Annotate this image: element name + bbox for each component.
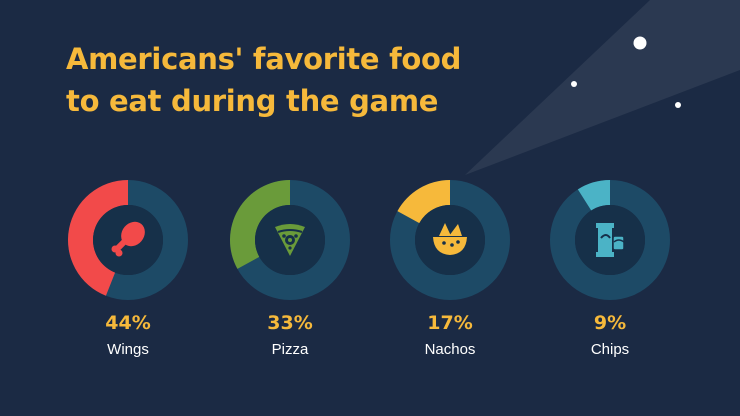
category-label-pizza: Pizza [272, 341, 309, 358]
title-line-2: to eat during the game [66, 84, 439, 118]
nachos-bowl-icon [433, 223, 467, 255]
donut-slice-nachos [397, 180, 450, 224]
donut-nachos: 17% Nachos [390, 180, 510, 358]
chips-bag-icon [596, 223, 625, 257]
value-label-chips: 9% [594, 312, 626, 334]
spotlight-cone [465, 0, 740, 175]
value-label-nachos: 17% [427, 312, 472, 334]
title-line-1: Americans' favorite food [66, 42, 462, 76]
category-label-chips: Chips [591, 341, 629, 358]
donut-pizza: 33% Pizza [230, 180, 350, 358]
donut-chips: 9% Chips [550, 180, 670, 358]
category-label-nachos: Nachos [425, 341, 476, 358]
star-large [633, 36, 647, 50]
donut-slice-wings [68, 180, 128, 296]
value-label-wings: 44% [105, 312, 150, 334]
value-label-pizza: 33% [267, 312, 312, 334]
star-small [571, 81, 577, 87]
chicken-leg-icon [111, 221, 145, 257]
page-title: Americans' favorite food to eat during t… [66, 38, 546, 122]
donut-wings: 44% Wings [68, 180, 188, 358]
donut-slice-chips [577, 180, 610, 211]
star-small [675, 102, 681, 108]
category-label-wings: Wings [107, 341, 149, 358]
pizza-slice-icon [275, 224, 305, 256]
donut-slice-pizza [230, 180, 290, 269]
